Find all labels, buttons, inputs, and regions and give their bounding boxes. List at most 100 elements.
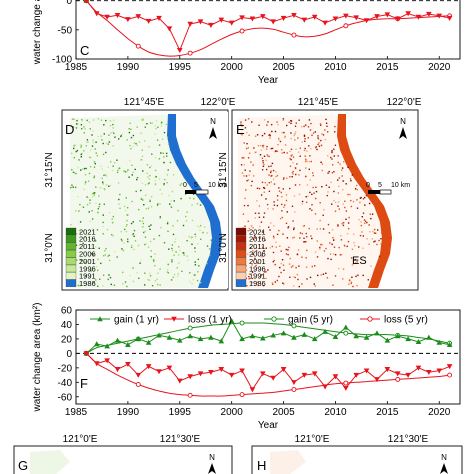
change-pixel [166, 152, 168, 155]
change-pixel [298, 174, 300, 176]
change-pixel [136, 126, 138, 128]
change-pixel [326, 125, 328, 127]
change-pixel [116, 159, 118, 161]
change-pixel [142, 118, 145, 120]
change-pixel [377, 229, 379, 231]
change-pixel [331, 172, 334, 174]
land-area-e [238, 114, 392, 288]
data-point-gain-1yr [301, 331, 308, 337]
change-pixel [354, 262, 357, 264]
change-pixel [241, 172, 244, 174]
change-pixel [143, 231, 145, 234]
change-pixel [333, 155, 335, 157]
change-pixel [87, 141, 89, 143]
change-pixel [160, 152, 162, 154]
change-pixel [374, 228, 376, 231]
change-pixel [290, 132, 292, 134]
change-pixel [144, 284, 146, 286]
change-pixel [196, 279, 199, 282]
change-pixel [124, 281, 127, 283]
change-pixel [100, 135, 102, 137]
change-pixel [264, 239, 266, 241]
change-pixel [81, 119, 83, 121]
change-pixel [362, 274, 364, 277]
legend-year-label: 2011 [249, 242, 265, 251]
change-pixel [142, 222, 145, 225]
change-pixel [350, 281, 353, 283]
change-pixel [292, 237, 294, 239]
north-arrow-e: N [399, 117, 407, 139]
change-pixel [261, 169, 264, 171]
change-pixel [171, 190, 174, 193]
change-pixel [93, 175, 96, 177]
change-pixel [166, 269, 169, 271]
data-point-loss-1yr [83, 351, 90, 357]
change-pixel [120, 134, 122, 137]
change-pixel [370, 217, 372, 220]
change-pixel [345, 183, 347, 185]
change-pixel [266, 184, 268, 186]
data-point-loss-5yr [239, 392, 245, 398]
change-pixel [334, 131, 336, 133]
change-pixel [286, 211, 288, 213]
change-pixel [112, 145, 114, 147]
change-pixel [327, 223, 330, 226]
change-pixel [154, 184, 157, 186]
panel-label-h: H [257, 458, 266, 473]
change-pixel [164, 178, 166, 181]
change-pixel [331, 150, 333, 153]
data-point-loss-1yr [394, 371, 401, 377]
change-pixel [161, 193, 163, 195]
change-pixel [109, 120, 112, 122]
change-pixel [257, 262, 259, 264]
change-pixel [97, 211, 99, 214]
change-pixel [360, 224, 362, 227]
change-pixel [140, 198, 143, 200]
change-pixel [290, 266, 293, 268]
data-point-gain-1yr [446, 341, 453, 347]
change-pixel [351, 248, 354, 250]
change-pixel [105, 184, 108, 186]
change-pixel [170, 200, 173, 202]
data-point-gain-5yr [291, 323, 297, 329]
change-pixel [305, 167, 307, 169]
change-pixel [299, 232, 302, 234]
change-pixel [301, 200, 304, 203]
change-pixel [157, 272, 159, 274]
series-line-loss-1yr [86, 353, 450, 391]
change-pixel [262, 144, 265, 147]
longitude-label: 122°0'E [201, 97, 236, 108]
change-pixel [368, 224, 370, 226]
change-pixel [299, 184, 301, 186]
change-pixel [108, 254, 110, 257]
change-pixel [306, 201, 308, 203]
change-pixel [251, 281, 253, 284]
change-pixel [146, 172, 148, 174]
change-pixel [89, 156, 92, 159]
change-pixel [278, 275, 280, 278]
change-pixel [341, 222, 343, 224]
change-pixel [126, 214, 129, 216]
change-pixel [283, 131, 285, 134]
data-point-loss-1yr [187, 374, 193, 380]
change-pixel [309, 155, 311, 157]
change-pixel [269, 133, 271, 136]
change-pixel [354, 244, 356, 247]
change-pixel [158, 144, 161, 146]
change-pixel [149, 200, 151, 202]
change-pixel [344, 200, 346, 202]
change-pixel [104, 250, 106, 252]
change-pixel [155, 127, 157, 130]
legend-year-label: 2016 [79, 235, 96, 244]
change-pixel [287, 226, 290, 228]
change-pixel [261, 157, 264, 159]
change-pixel [145, 207, 147, 210]
change-pixel [298, 151, 300, 153]
legend-swatch [235, 242, 247, 250]
change-pixel [356, 189, 359, 191]
change-pixel [290, 122, 292, 125]
change-pixel [248, 134, 250, 136]
change-pixel [91, 193, 94, 195]
change-pixel [100, 119, 103, 121]
data-point-gain-5yr [187, 325, 193, 331]
